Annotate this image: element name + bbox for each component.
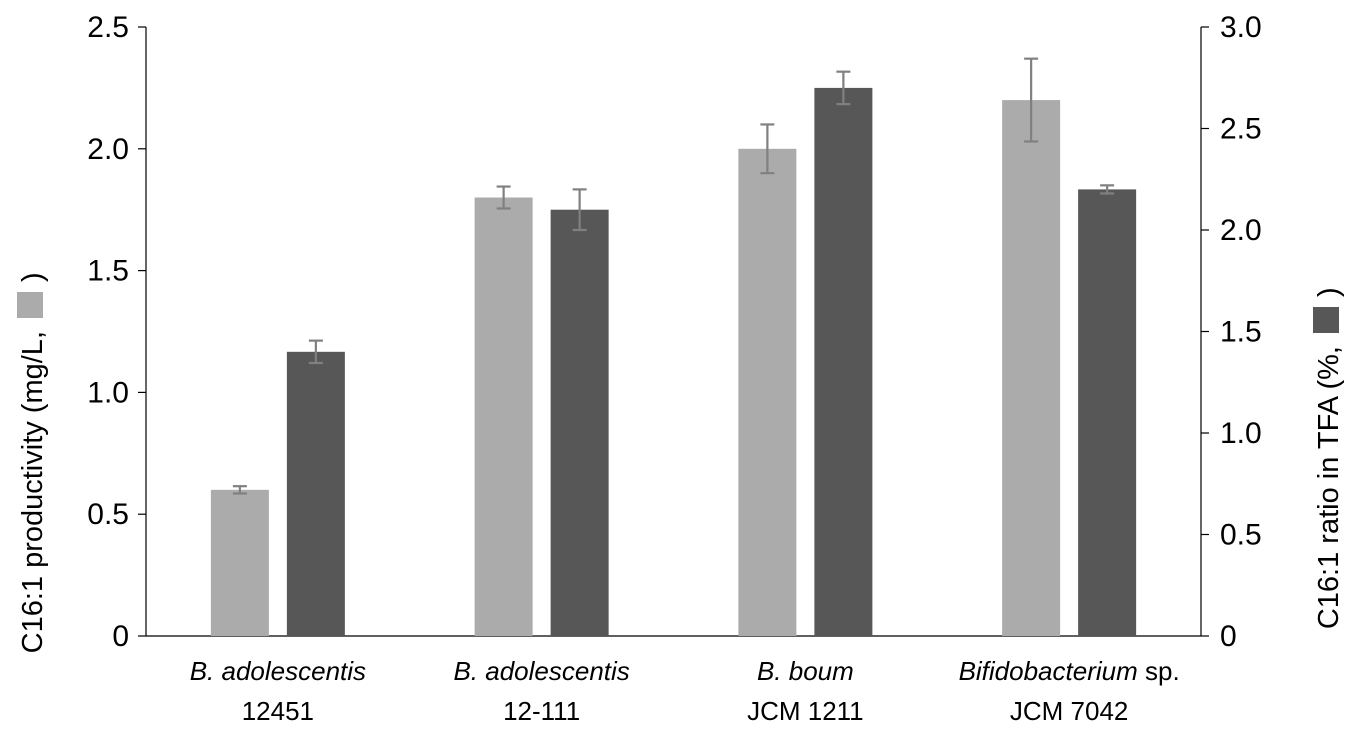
bar <box>286 351 345 636</box>
bar <box>1078 189 1137 636</box>
bar <box>1002 100 1061 636</box>
category-label-line1: Bifidobacterium sp. <box>959 656 1180 686</box>
right-axis-title-close: ) <box>1313 287 1345 297</box>
right-tick-label: 2.0 <box>1220 214 1262 247</box>
left-tick-label: 0 <box>112 620 129 653</box>
category-name-italic: Bifidobacterium <box>959 656 1138 686</box>
category-label-line2: JCM 7042 <box>1010 696 1129 726</box>
category-name-italic: B. boum <box>757 656 854 686</box>
left-tick-label: 1.5 <box>87 255 129 288</box>
right-tick-label: 1.5 <box>1220 316 1262 349</box>
left-tick-label: 2.5 <box>87 11 129 44</box>
left-axis-title-close: ) <box>17 272 49 282</box>
left-tick-label: 2.0 <box>87 133 129 166</box>
category-name-italic: B. adolescentis <box>190 656 366 686</box>
category-label-line2: JCM 1211 <box>747 696 864 726</box>
right-tick-label: 0 <box>1220 620 1237 653</box>
right-axis-swatch <box>1313 307 1339 333</box>
category-name-italic: B. adolescentis <box>453 656 629 686</box>
category-name-suffix: sp. <box>1138 656 1180 686</box>
category-label-line1: B. boum <box>757 656 854 686</box>
right-tick-label: 1.0 <box>1220 417 1262 450</box>
category-label-line2: 12-111 <box>503 696 580 726</box>
bar <box>474 197 533 636</box>
left-axis-swatch <box>17 292 43 318</box>
bar <box>210 489 269 636</box>
right-tick-label: 3.0 <box>1220 11 1262 44</box>
category-label-line2: 12451 <box>242 696 314 726</box>
left-axis-title-text: C16:1 productivity (mg/L, <box>17 331 49 653</box>
right-axis-title: C16:1 ratio in TFA (%, ) <box>1313 287 1345 629</box>
right-tick-label: 0.5 <box>1220 519 1262 552</box>
plot-area: 0 0.5 1.0 1.5 2.0 2.5 0 0.5 1.0 1.5 2.0 2.5 3.0 B. ad… <box>17 11 1345 726</box>
left-axis-title: C16:1 productivity (mg/L, ) <box>17 272 49 653</box>
category-label-line1: B. adolescentis <box>453 656 629 686</box>
right-axis-title-text: C16:1 ratio in TFA (%, <box>1313 346 1345 629</box>
category-label-line1: B. adolescentis <box>190 656 366 686</box>
bar <box>738 148 797 637</box>
right-tick-label: 2.5 <box>1220 113 1262 146</box>
left-tick-label: 0.5 <box>87 498 129 531</box>
bar <box>550 209 609 636</box>
bar <box>814 87 873 636</box>
left-tick-label: 1.0 <box>87 376 129 409</box>
